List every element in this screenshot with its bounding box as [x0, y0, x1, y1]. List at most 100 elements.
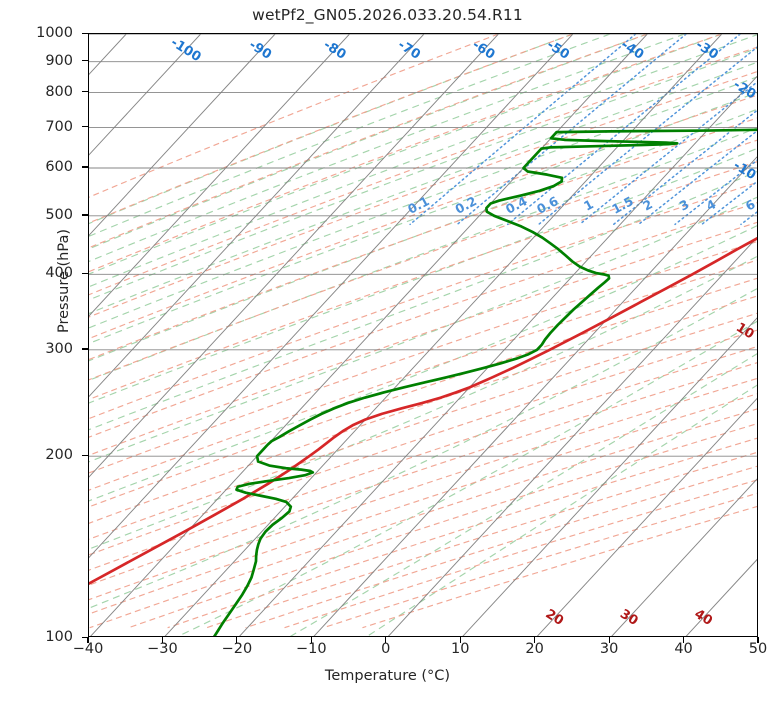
isotherm-line	[89, 34, 499, 478]
x-tick-mark	[161, 637, 164, 643]
dry-adiabat-line	[89, 240, 757, 474]
isotherm-line	[313, 156, 757, 636]
dry-adiabat-line	[89, 346, 757, 571]
dry-adiabat-line	[89, 34, 499, 198]
isotherm-line	[239, 75, 757, 636]
mixing-ratio-line	[456, 34, 687, 226]
y-tick-mark	[82, 636, 88, 638]
x-tick-label: −30	[147, 641, 178, 657]
isotherm-label: -20	[731, 77, 758, 102]
x-tick-mark	[87, 637, 89, 643]
dry-adiabat-line	[167, 437, 757, 629]
mixing-ratio-label: 0.1	[405, 193, 432, 217]
dry-adiabat-line	[89, 362, 757, 586]
y-tick-label: 1000	[36, 25, 73, 41]
moist-adiabat-line	[289, 353, 757, 636]
dry-adiabat-line	[89, 329, 757, 556]
isotherm-label: -50	[544, 38, 572, 63]
y-tick-label: 800	[45, 83, 73, 100]
y-axis-title: Pressure (hPa)	[56, 229, 72, 334]
isotherm-line	[611, 478, 757, 636]
y-tick-mark	[82, 348, 88, 350]
y-tick-mark	[82, 272, 88, 275]
x-tick-label: 50	[748, 641, 768, 657]
mixing-ratio-label: 1	[581, 196, 596, 213]
isotherm-line	[164, 34, 723, 636]
x-tick-label: 10	[450, 641, 470, 657]
dry-adiabat-line	[362, 505, 757, 629]
x-tick-mark	[757, 637, 759, 643]
isotherm-label: -40	[618, 38, 646, 63]
dry-adiabat-line	[89, 46, 757, 296]
dry-adiabat-line	[89, 259, 757, 491]
sounding-curves	[89, 128, 757, 636]
moist-adiabat-line	[89, 225, 757, 502]
moist-adiabats	[89, 34, 757, 636]
isobars	[89, 34, 757, 457]
dry-adiabat-line	[89, 71, 757, 318]
moist-adiabat-line	[89, 91, 757, 345]
dry-adiabat-line	[245, 465, 757, 629]
y-axis-title-wrap: Pressure (hPa)	[0, 33, 72, 637]
x-tick-mark	[608, 637, 610, 643]
moist-adiabat-line	[89, 34, 722, 275]
dry-adiabat-line	[89, 202, 757, 438]
mixing-ratio-label: 3	[677, 196, 692, 213]
isotherm-line	[536, 397, 757, 636]
isotherm-label: -90	[246, 38, 274, 63]
plot-area[interactable]: -100 -90 -80 -70 -60 -50 -40 -30 -20 -10 10 20 30 40 0…	[88, 33, 758, 637]
y-tick-mark	[82, 214, 88, 216]
isotherm-line	[387, 236, 757, 636]
dry-adiabat-line	[89, 34, 574, 224]
x-axis-title: Temperature (°C)	[324, 668, 451, 684]
y-tick-label: 100	[45, 629, 73, 645]
x-tick-label: 20	[525, 641, 544, 657]
mixing-ratio-line	[538, 46, 757, 226]
isotherm-label: -70	[395, 38, 423, 63]
dry-adiabat-line	[89, 312, 757, 540]
moist-adiabat-line	[89, 47, 757, 301]
y-tick-label: 500	[45, 206, 73, 223]
x-tick-mark	[236, 637, 238, 643]
dry-adiabat-line	[89, 139, 757, 381]
dry-adiabat-line	[89, 94, 757, 340]
x-tick-label: 0	[381, 641, 391, 657]
isotherm-line	[462, 317, 757, 636]
dry-adiabat-line	[89, 181, 757, 420]
x-tick-label: 40	[674, 641, 693, 657]
dry-adiabat-line	[89, 277, 757, 508]
isotherm-line	[89, 34, 276, 237]
isotherm-label: 20	[543, 607, 566, 629]
dry-adiabats	[89, 34, 757, 629]
isotherm-label: 30	[617, 607, 640, 629]
moist-adiabat-line	[89, 127, 757, 381]
dewpoint-curve	[212, 128, 757, 636]
mixing-ratio-line	[674, 159, 757, 226]
isotherm-label: -100	[168, 35, 204, 65]
x-tick-label: 30	[599, 641, 619, 657]
moist-adiabat-line	[89, 196, 757, 463]
mixing-ratio-lines	[409, 34, 757, 226]
mixing-ratio-label: 6	[743, 196, 758, 213]
isotherm-label: -60	[469, 38, 497, 63]
x-tick-mark	[682, 637, 685, 643]
dry-adiabat-line	[89, 117, 757, 361]
dry-adiabat-line	[89, 408, 757, 629]
y-axis-labels: 100 200 300 400 500 600 700 800 900 1000	[0, 25, 82, 645]
x-tick-mark	[534, 637, 536, 643]
dry-adiabat-line	[89, 34, 722, 273]
isotherm-line	[89, 34, 202, 156]
isotherm-line	[89, 34, 425, 398]
y-tick-label: 300	[45, 340, 73, 357]
dry-adiabat-line	[89, 221, 757, 456]
y-tick-label: 200	[45, 447, 73, 464]
mixing-ratio-line	[578, 81, 757, 226]
moist-adiabat-line	[89, 255, 757, 550]
isotherm-label: -10	[730, 158, 758, 183]
dry-adiabat-line	[89, 161, 757, 401]
x-tick-mark	[459, 637, 461, 643]
mixing-ratio-label: 4	[704, 196, 719, 213]
isotherm-label: 40	[692, 607, 715, 629]
y-tick-label: 700	[45, 118, 73, 135]
